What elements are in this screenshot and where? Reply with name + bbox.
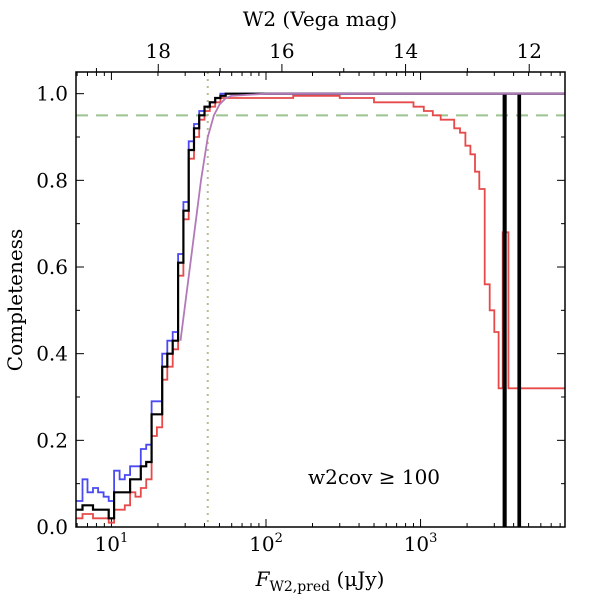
y-tick-label: 0.6	[36, 255, 68, 279]
reference-lines	[76, 72, 565, 527]
plot-frame	[75, 71, 566, 528]
y-axis: 0.0 0.2 0.4 0.6 0.8 1.0	[36, 82, 565, 539]
x-axis-title: FW2,pred (μJy)	[255, 567, 385, 595]
top-axis: 18 16 14 12	[95, 39, 542, 72]
series-layer	[76, 92, 565, 527]
y-tick-label: 0.0	[36, 515, 68, 539]
top-tick-label: 16	[269, 39, 294, 63]
series-line-4	[179, 92, 565, 341]
x-tick-label: 101	[95, 531, 129, 556]
annotation-label: w2cov ≥ 100	[308, 465, 440, 489]
x-axis-title-main: F	[255, 567, 271, 591]
x-tick-label: 103	[404, 531, 438, 556]
top-axis-title: W2 (Vega mag)	[243, 7, 397, 31]
top-tick-label: 18	[146, 39, 171, 63]
y-tick-label: 0.2	[36, 428, 68, 452]
y-tick-label: 1.0	[36, 82, 68, 106]
y-tick-label: 0.8	[36, 168, 68, 192]
top-tick-label: 12	[516, 39, 541, 63]
x-tick-label: 102	[249, 531, 283, 556]
x-axis: 101 102 103	[76, 72, 561, 556]
x-axis-title-sub: W2,pred	[269, 579, 330, 595]
series-line-1	[76, 94, 565, 524]
series-line-2	[76, 92, 565, 502]
top-tick-label: 14	[393, 39, 418, 63]
x-axis-title-unit: (μJy)	[330, 567, 384, 591]
y-axis-title: Completeness	[3, 229, 27, 371]
y-tick-label: 0.4	[36, 342, 68, 366]
